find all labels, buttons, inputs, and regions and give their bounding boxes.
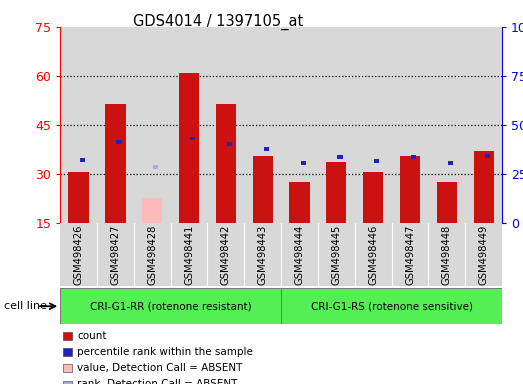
Bar (97, 223, 134, 286)
Bar (400, 156, 420, 223)
Text: value, Detection Call = ABSENT: value, Detection Call = ABSENT (77, 363, 242, 373)
Bar (355, 223, 392, 286)
Bar (105, 104, 126, 223)
FancyBboxPatch shape (60, 288, 281, 324)
Text: CRI-G1-RR (rotenone resistant): CRI-G1-RR (rotenone resistant) (90, 301, 252, 311)
Bar (153, 165, 158, 169)
Bar (170, 27, 208, 223)
Bar (134, 27, 170, 223)
Bar (318, 27, 355, 223)
Bar (363, 172, 383, 223)
Bar (179, 73, 199, 223)
Bar (134, 223, 170, 286)
Bar (437, 182, 457, 223)
Bar (216, 104, 236, 223)
Bar (374, 159, 380, 163)
Text: GSM498428: GSM498428 (147, 224, 157, 285)
Text: GSM498427: GSM498427 (110, 224, 120, 285)
Bar (289, 182, 310, 223)
Text: GSM498446: GSM498446 (368, 224, 378, 285)
Bar (392, 223, 428, 286)
Bar (60, 27, 97, 223)
Bar (244, 223, 281, 286)
Text: GSM498426: GSM498426 (74, 224, 84, 285)
Text: GDS4014 / 1397105_at: GDS4014 / 1397105_at (133, 13, 304, 30)
Bar (448, 161, 453, 165)
Bar (465, 27, 502, 223)
Bar (264, 147, 269, 151)
Text: GSM498441: GSM498441 (184, 224, 194, 285)
Text: count: count (77, 331, 106, 341)
Bar (301, 161, 306, 165)
Bar (473, 151, 494, 223)
Bar (253, 156, 273, 223)
Bar (69, 172, 89, 223)
Bar (208, 27, 244, 223)
Bar (190, 137, 195, 141)
Text: CRI-G1-RS (rotenone sensitive): CRI-G1-RS (rotenone sensitive) (311, 301, 473, 311)
Bar (355, 27, 392, 223)
Bar (60, 223, 97, 286)
Text: GSM498448: GSM498448 (442, 224, 452, 285)
Bar (244, 27, 281, 223)
Text: cell line: cell line (4, 301, 47, 311)
Bar (428, 223, 465, 286)
Text: percentile rank within the sample: percentile rank within the sample (77, 347, 253, 357)
Bar (208, 223, 244, 286)
Bar (411, 155, 416, 159)
Bar (170, 223, 208, 286)
Bar (79, 158, 85, 162)
Text: GSM498447: GSM498447 (405, 224, 415, 285)
Bar (117, 141, 122, 144)
Text: GSM498443: GSM498443 (258, 224, 268, 285)
Bar (281, 27, 318, 223)
Text: GSM498449: GSM498449 (479, 224, 488, 285)
Bar (465, 223, 502, 286)
Text: GSM498445: GSM498445 (332, 224, 342, 285)
Text: GSM498444: GSM498444 (294, 224, 304, 285)
FancyBboxPatch shape (281, 288, 502, 324)
Text: GSM498442: GSM498442 (221, 224, 231, 285)
Bar (142, 198, 162, 223)
Bar (326, 162, 346, 223)
Text: rank, Detection Call = ABSENT: rank, Detection Call = ABSENT (77, 379, 237, 384)
Bar (318, 223, 355, 286)
Bar (337, 155, 343, 159)
Bar (281, 223, 318, 286)
Bar (227, 142, 232, 146)
Bar (428, 27, 465, 223)
Bar (97, 27, 134, 223)
Bar (392, 27, 428, 223)
Bar (485, 154, 490, 158)
